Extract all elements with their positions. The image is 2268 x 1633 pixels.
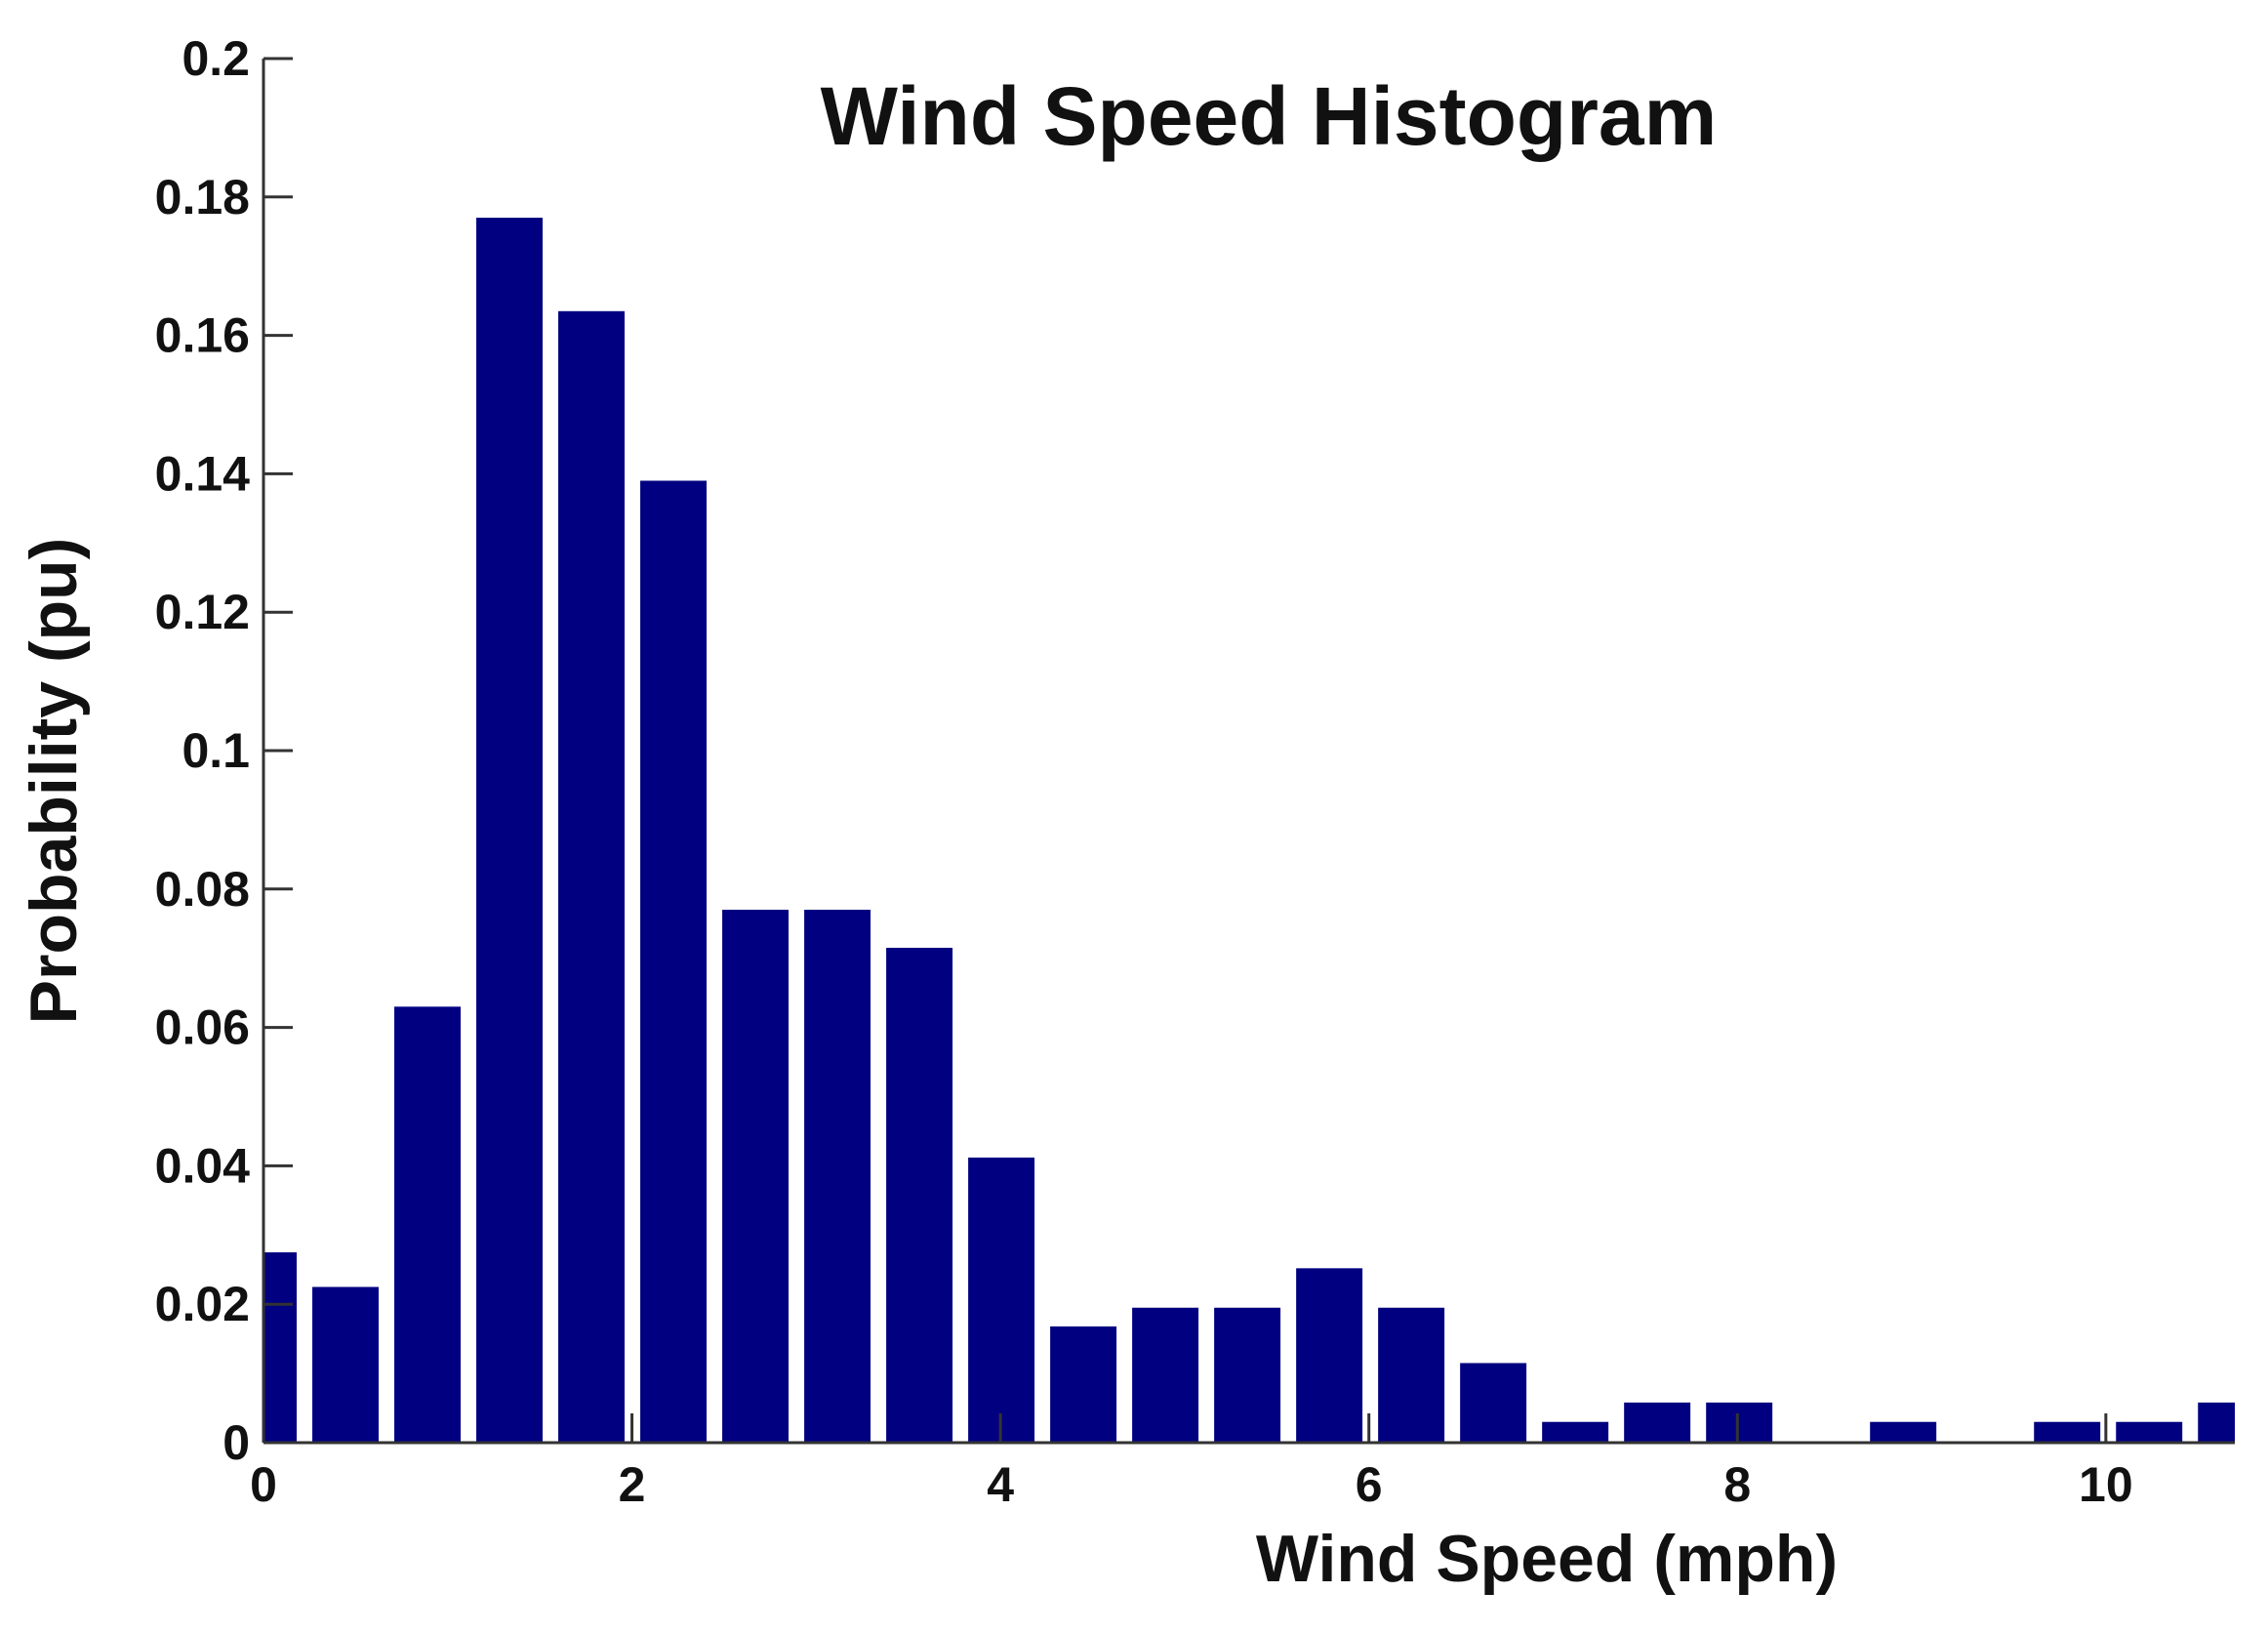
y-tick-label: 0.14 xyxy=(155,446,251,501)
bar-0 xyxy=(263,1252,297,1443)
y-tick-label: 0.1 xyxy=(182,723,250,778)
x-tick-label: 8 xyxy=(1723,1457,1751,1512)
y-tick-label: 0.06 xyxy=(155,1000,250,1055)
y-tick-label: 0 xyxy=(223,1415,250,1470)
bar-15 xyxy=(1460,1363,1527,1443)
bar-18 xyxy=(1706,1402,1773,1443)
y-tick-label: 0.2 xyxy=(182,31,250,86)
bar-16 xyxy=(1542,1421,1609,1443)
bar-4 xyxy=(558,310,626,1443)
y-tick-label: 0.18 xyxy=(155,170,250,225)
bar-22 xyxy=(2034,1421,2101,1443)
bar-20 xyxy=(1870,1421,1937,1443)
bar-23 xyxy=(2116,1421,2183,1443)
bars-group xyxy=(263,218,2235,1443)
x-axis-title: Wind Speed (mph) xyxy=(1256,1522,1838,1596)
bar-9 xyxy=(968,1157,1035,1443)
bar-5 xyxy=(640,480,708,1443)
bar-14 xyxy=(1378,1307,1445,1443)
x-tick-label: 4 xyxy=(987,1457,1014,1512)
x-tick-label: 2 xyxy=(619,1457,646,1512)
bar-24 xyxy=(2198,1402,2235,1443)
bar-13 xyxy=(1296,1268,1363,1443)
y-tick-label: 0.02 xyxy=(155,1277,250,1331)
bar-1 xyxy=(312,1286,379,1443)
x-tick-label: 0 xyxy=(250,1457,277,1512)
bar-11 xyxy=(1132,1307,1199,1443)
bar-3 xyxy=(476,218,544,1443)
bar-8 xyxy=(886,948,953,1443)
x-tick-label: 6 xyxy=(1356,1457,1383,1512)
bar-2 xyxy=(394,1006,461,1443)
chart-title: Wind Speed Histogram xyxy=(821,70,1718,162)
x-tick-label: 10 xyxy=(2079,1457,2133,1512)
y-tick-label: 0.12 xyxy=(155,585,250,639)
y-tick-label: 0.08 xyxy=(155,862,250,917)
bar-17 xyxy=(1624,1402,1691,1443)
bar-6 xyxy=(722,910,790,1443)
ticks-group: 0 0.02 0.04 0.06 0.08 0.1 0.12 0.14 0.16 0.18 0.2 0… xyxy=(155,31,2133,1512)
y-tick-label: 0.04 xyxy=(155,1138,251,1193)
bar-10 xyxy=(1050,1326,1117,1443)
y-tick-label: 0.16 xyxy=(155,308,250,363)
bar-12 xyxy=(1214,1307,1281,1443)
y-axis-title: Probability (pu) xyxy=(17,538,91,1025)
bar-7 xyxy=(804,910,871,1443)
